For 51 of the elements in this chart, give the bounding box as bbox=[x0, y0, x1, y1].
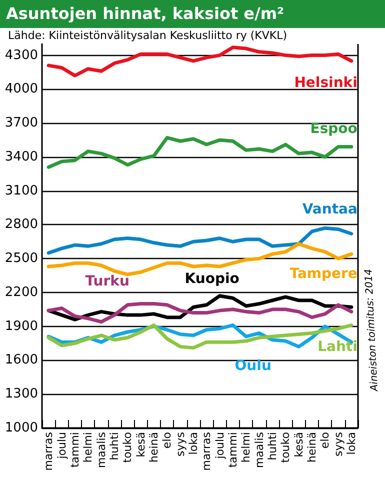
series-label: Lahti bbox=[318, 339, 358, 356]
series-label: Kuopio bbox=[184, 271, 240, 288]
x-tick-label: tammi bbox=[68, 432, 82, 468]
series-label: Oulu bbox=[234, 358, 272, 374]
y-tick-label: 1600 bbox=[4, 352, 38, 368]
x-tick-label: elo bbox=[318, 432, 332, 449]
y-tick-label: 2200 bbox=[4, 284, 38, 300]
text: Aineiston toimitus: 2014 bbox=[363, 268, 381, 392]
chart-title: Asuntojen hinnat, kaksiot e/m² bbox=[0, 0, 385, 28]
line-series bbox=[46, 46, 354, 78]
y-tick-label: 1000 bbox=[4, 420, 38, 436]
y-tick-label: 3700 bbox=[4, 116, 38, 131]
x-tick-label: joulu bbox=[55, 432, 68, 460]
x-tick-label: elo bbox=[160, 432, 174, 449]
x-tick-label: maalis bbox=[252, 432, 266, 468]
y-tick-label: 1900 bbox=[4, 318, 38, 334]
x-tick-label: helmi bbox=[82, 432, 95, 463]
x-tick-label: joulu bbox=[213, 432, 226, 460]
x-tick-label: loka bbox=[186, 432, 200, 455]
line-series bbox=[46, 136, 354, 169]
x-tick-label: loka bbox=[344, 432, 358, 455]
y-tick-label: 4300 bbox=[4, 48, 38, 63]
line-series bbox=[46, 226, 354, 255]
y-tick-label: 3400 bbox=[4, 149, 38, 164]
series-label: Turku bbox=[85, 274, 130, 290]
series-label: Espoo bbox=[310, 120, 358, 137]
line-series bbox=[46, 302, 354, 324]
series-label: Helsinki bbox=[294, 74, 358, 91]
x-tick-label: heinä bbox=[147, 432, 160, 463]
x-tick-label: huhti bbox=[108, 432, 121, 460]
x-tick-label: marras bbox=[200, 432, 214, 471]
series-label: Tampere bbox=[290, 266, 358, 282]
x-tick-label: helmi bbox=[240, 432, 253, 463]
y-tick-label: 4000 bbox=[4, 82, 38, 97]
x-tick-label: syys bbox=[174, 432, 187, 456]
y-tick-label: 2500 bbox=[4, 251, 38, 266]
x-tick-label: heinä bbox=[305, 432, 318, 463]
x-tick-label: huhti bbox=[266, 432, 279, 460]
y-tick-label: 3100 bbox=[4, 183, 38, 198]
x-tick-label: kesä bbox=[292, 432, 306, 458]
x-tick-label: maalis bbox=[94, 432, 108, 468]
x-tick-label: touko bbox=[121, 432, 134, 463]
x-tick-label: kesä bbox=[134, 432, 148, 458]
x-tick-label: tammi bbox=[226, 432, 240, 468]
x-tick-label: marras bbox=[42, 432, 56, 471]
chart-subtitle: Lähde: Kiinteistönvälitysalan Keskusliitto ry (KVKL) bbox=[8, 29, 288, 42]
y-tick-label: 1300 bbox=[4, 386, 38, 402]
y-tick-label: 2800 bbox=[4, 217, 38, 232]
x-tick-label: syys bbox=[332, 432, 345, 456]
x-tick-label: touko bbox=[279, 432, 292, 463]
series-label: Vantaa bbox=[302, 202, 358, 218]
